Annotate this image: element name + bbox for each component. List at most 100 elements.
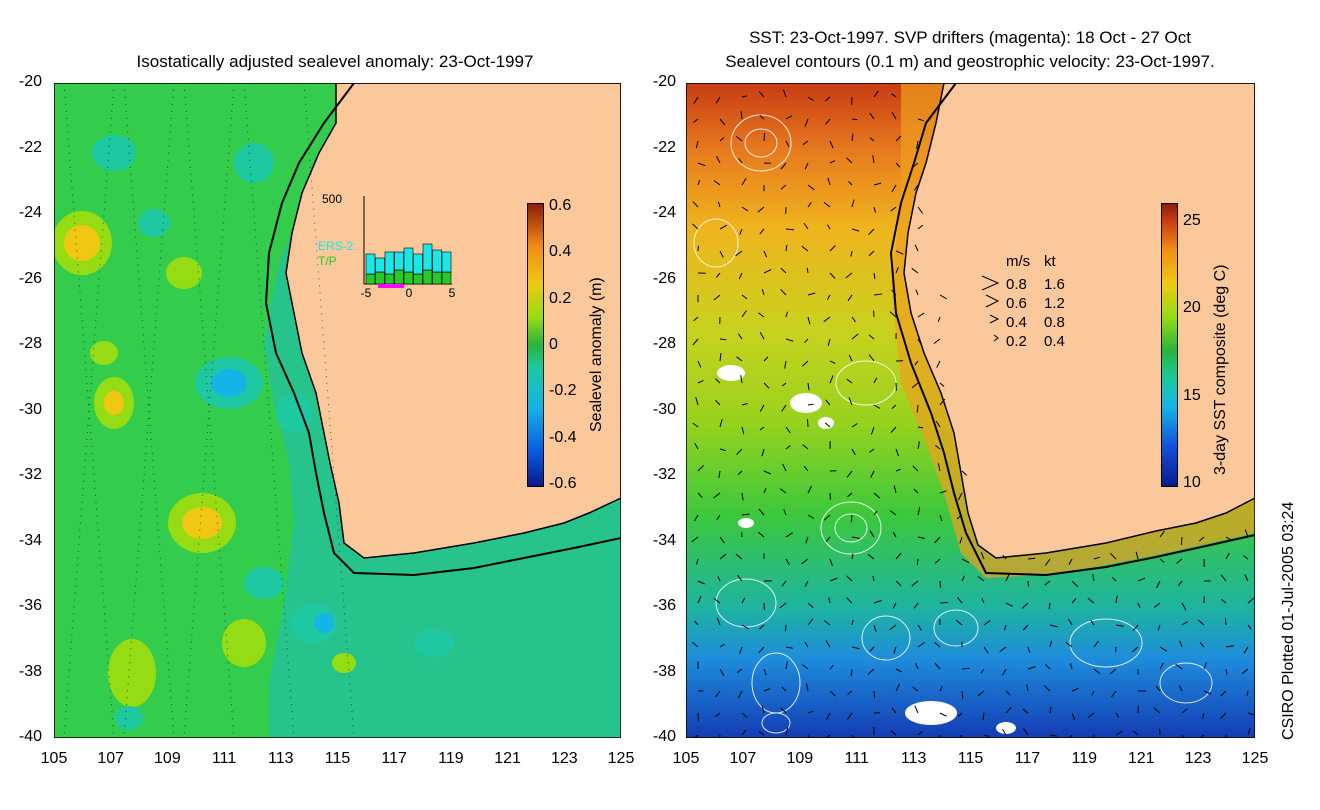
isobath-line — [264, 83, 621, 577]
lon-tick-label: 117 — [381, 750, 407, 767]
velocity-arrow — [692, 223, 699, 230]
velocity-arrow — [719, 353, 722, 362]
velocity-arrow — [917, 507, 921, 516]
colorbar-tick-label: 0 — [549, 336, 558, 353]
velocity-arrow — [739, 228, 743, 235]
velocity-arrow — [737, 574, 743, 582]
velocity-arrow — [741, 178, 747, 186]
velocity-arrow — [829, 664, 834, 670]
sealevel-colorbar — [527, 203, 544, 487]
velocity-arrow — [736, 356, 743, 362]
velocity-arrow — [1026, 684, 1029, 692]
velocity-legend-arrow — [993, 334, 999, 342]
velocity-arrow — [829, 577, 838, 582]
velocity-arrow — [937, 316, 941, 322]
inset-bar-tp — [441, 271, 452, 285]
velocity-arrow — [781, 686, 787, 692]
velocity-arrow — [785, 140, 790, 147]
velocity-arrow — [1155, 685, 1161, 692]
velocity-arrow — [719, 448, 726, 452]
colorbar-tick-label: 10 — [1183, 474, 1201, 491]
velocity-arrow — [692, 338, 699, 346]
velocity-arrow — [803, 222, 809, 230]
velocity-arrow — [868, 354, 875, 362]
velocity-arrow — [758, 312, 765, 318]
velocity-arrow — [917, 338, 923, 346]
velocity-arrow — [873, 90, 879, 98]
velocity-arrow — [1002, 668, 1007, 676]
velocity-arrow — [757, 206, 765, 213]
velocity-legend-ms: 0.4 — [1006, 314, 1027, 331]
lon-tick-label: 119 — [438, 750, 464, 767]
velocity-arrow — [893, 228, 897, 236]
velocity-arrow — [741, 426, 745, 435]
geostrophic-velocity-arrows — [691, 89, 1255, 738]
velocity-arrow — [1068, 734, 1073, 738]
velocity-arrow — [916, 404, 919, 413]
inset-bar-tp — [375, 271, 385, 285]
lon-tick-label: 123 — [550, 750, 578, 767]
velocity-arrow — [741, 310, 748, 318]
velocity-arrow — [741, 95, 748, 98]
velocity-arrow — [1220, 690, 1227, 697]
velocity-arrow — [801, 558, 809, 565]
velocity-arrow — [873, 624, 877, 633]
velocity-arrow — [719, 643, 725, 648]
velocity-arrow — [716, 514, 721, 520]
lon-tick-label: 111 — [844, 750, 869, 767]
velocity-arrow — [738, 158, 743, 164]
velocity-arrow — [1224, 617, 1227, 626]
velocity-arrow — [761, 288, 765, 296]
inset-bar-ers2 — [403, 247, 414, 273]
velocity-arrow — [827, 224, 831, 230]
velocity-arrow — [1043, 685, 1051, 692]
velocity-arrow — [1071, 712, 1076, 721]
velocity-arrow — [784, 360, 787, 369]
inset-bar-tp — [403, 271, 414, 285]
velocity-arrow — [713, 492, 721, 499]
velocity-arrow — [826, 712, 831, 720]
velocity-arrow — [1197, 619, 1205, 626]
velocity-arrow — [1247, 597, 1255, 604]
velocity-arrow — [981, 598, 985, 604]
velocity-arrow — [937, 463, 941, 472]
lat-tick-label: -30 — [18, 400, 42, 418]
inset-ymax-label: 500 — [322, 192, 342, 206]
velocity-arrow — [873, 293, 882, 296]
lat-tick-label: -22 — [652, 138, 676, 156]
velocity-arrow — [719, 338, 727, 341]
velocity-arrow — [1198, 536, 1205, 542]
velocity-arrow — [740, 375, 743, 384]
velocity-legend-ms: 0.2 — [1006, 333, 1027, 350]
velocity-arrow — [893, 485, 897, 494]
velocity-arrow — [805, 683, 809, 692]
velocity-arrow — [807, 403, 814, 406]
velocity-arrow — [933, 338, 941, 344]
velocity-arrow — [780, 707, 787, 714]
right-map-title-line2: Sealevel contours (0.1 m) and geostrophi… — [725, 52, 1215, 71]
velocity-arrow — [783, 509, 787, 516]
velocity-arrow — [691, 536, 699, 543]
velocity-arrow — [739, 646, 743, 654]
velocity-arrow — [889, 311, 897, 318]
velocity-arrow — [911, 267, 919, 274]
velocity-arrow — [697, 492, 703, 498]
velocity-arrow — [851, 333, 859, 340]
velocity-arrow — [829, 558, 833, 566]
velocity-arrow — [850, 250, 853, 257]
velocity-arrow — [851, 646, 860, 650]
velocity-arrow — [781, 404, 787, 412]
velocity-arrow — [872, 575, 875, 582]
velocity-arrow — [895, 683, 900, 692]
velocity-arrow — [1003, 624, 1007, 631]
velocity-arrow — [1048, 602, 1051, 610]
inset-bar-tp — [432, 271, 442, 285]
velocity-arrow — [1109, 668, 1117, 675]
inset-bar-ers2 — [384, 251, 395, 275]
velocity-arrow — [715, 272, 721, 278]
velocity-arrow — [895, 580, 902, 587]
velocity-arrow — [716, 155, 721, 164]
velocity-arrow — [741, 403, 748, 406]
velocity-arrow — [782, 463, 787, 472]
velocity-legend-kt: 1.2 — [1044, 295, 1065, 312]
